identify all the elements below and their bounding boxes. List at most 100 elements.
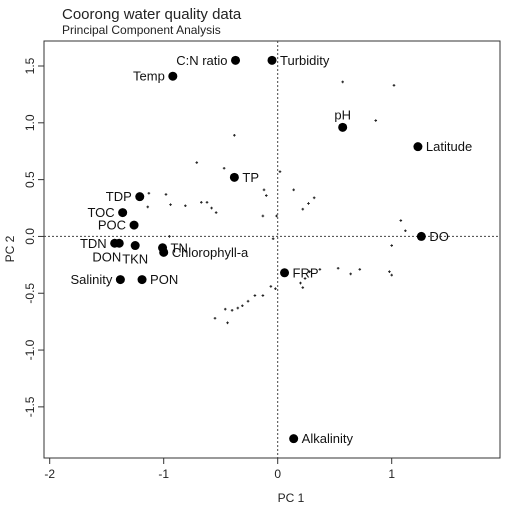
variable-point bbox=[229, 172, 239, 182]
variable-label: Temp bbox=[133, 69, 165, 84]
sample-point bbox=[226, 321, 229, 325]
variable-label: POC bbox=[98, 218, 126, 233]
sample-point bbox=[274, 287, 277, 290]
variable-point bbox=[280, 268, 290, 278]
sample-point bbox=[301, 207, 305, 211]
sample-point bbox=[299, 281, 302, 285]
sample-point bbox=[269, 285, 273, 288]
sample-point bbox=[147, 191, 151, 195]
sample-point bbox=[169, 203, 172, 206]
sample-point bbox=[223, 307, 227, 311]
sample-point bbox=[184, 204, 187, 208]
x-axis-label: PC 1 bbox=[278, 491, 305, 505]
y-axis: -1.5 -1.0 -0.5 0.0 0.5 1.0 1.5 bbox=[23, 57, 44, 417]
sample-points bbox=[146, 80, 407, 325]
variable-label: DO bbox=[429, 229, 449, 244]
variable-label: Alkalinity bbox=[302, 431, 354, 446]
sample-point bbox=[303, 277, 307, 280]
x-tick-label: -2 bbox=[44, 467, 55, 481]
y-tick-label: -1.5 bbox=[23, 396, 37, 417]
sample-point bbox=[200, 201, 203, 204]
variable-point bbox=[289, 434, 299, 444]
variable-point bbox=[416, 231, 426, 241]
variable-point bbox=[413, 142, 423, 152]
variable-label: TDP bbox=[106, 189, 132, 204]
x-tick-label: 1 bbox=[388, 467, 395, 481]
sample-point bbox=[358, 268, 362, 271]
variable-label: TKN bbox=[122, 252, 148, 267]
variable-point bbox=[129, 220, 139, 230]
sample-point bbox=[404, 229, 407, 233]
y-axis-label: PC 2 bbox=[3, 235, 17, 262]
sample-point bbox=[246, 299, 250, 303]
sample-point bbox=[271, 237, 275, 241]
variable-point bbox=[115, 275, 125, 285]
sample-point bbox=[307, 202, 310, 205]
variable-point bbox=[168, 71, 178, 81]
variable-point bbox=[114, 238, 124, 248]
variable-point bbox=[130, 241, 140, 251]
sample-point bbox=[230, 308, 234, 312]
sample-point bbox=[312, 196, 316, 200]
sample-point bbox=[195, 161, 199, 164]
variable-label: TDN bbox=[80, 236, 107, 251]
variable-label: Turbidity bbox=[280, 53, 330, 68]
variable-label: Salinity bbox=[70, 272, 112, 287]
x-axis: -2 -1 0 1 bbox=[44, 458, 395, 481]
sample-point bbox=[341, 80, 344, 84]
sample-point bbox=[222, 166, 226, 170]
sample-point bbox=[213, 316, 217, 320]
variable-point bbox=[338, 122, 348, 132]
variable-label: Latitude bbox=[426, 139, 472, 154]
variable-label: C:N ratio bbox=[176, 53, 227, 68]
sample-point bbox=[318, 268, 322, 271]
sample-point bbox=[278, 170, 282, 173]
sample-point bbox=[262, 188, 266, 192]
variable-point bbox=[231, 55, 241, 65]
y-tick-label: 1.0 bbox=[23, 114, 37, 131]
sample-point bbox=[205, 201, 209, 204]
y-tick-label: 1.5 bbox=[23, 57, 37, 74]
chart-subtitle: Principal Component Analysis bbox=[62, 23, 221, 37]
variable-label: TN bbox=[171, 240, 188, 255]
y-tick-label: 0.5 bbox=[23, 171, 37, 188]
variable-label: FRP bbox=[293, 265, 319, 280]
sample-point bbox=[236, 306, 240, 310]
variable-label: pH bbox=[334, 107, 351, 122]
sample-point bbox=[168, 235, 171, 238]
sample-point bbox=[374, 119, 378, 122]
sample-point bbox=[241, 304, 244, 308]
y-tick-label: 0.0 bbox=[23, 228, 37, 245]
sample-point bbox=[301, 286, 305, 289]
sample-point bbox=[261, 214, 265, 218]
sample-point bbox=[336, 266, 340, 270]
variable-label: TOC bbox=[87, 205, 114, 220]
y-tick-label: -1.0 bbox=[23, 339, 37, 360]
sample-point bbox=[164, 193, 168, 196]
sample-point bbox=[261, 294, 265, 297]
variable-points: C:N ratio Turbidity Temp pH Latitude TP TDPTOC… bbox=[70, 53, 472, 446]
variable-point bbox=[118, 208, 128, 218]
sample-point bbox=[388, 270, 391, 273]
x-tick-label: 0 bbox=[274, 467, 281, 481]
variable-label: PON bbox=[150, 272, 178, 287]
y-tick-label: -0.5 bbox=[23, 283, 37, 304]
plot-frame bbox=[43, 40, 501, 459]
x-tick-label: -1 bbox=[158, 467, 169, 481]
sample-point bbox=[214, 211, 218, 214]
variable-point bbox=[267, 55, 277, 65]
variable-label: DON bbox=[92, 249, 121, 264]
sample-point bbox=[210, 206, 213, 210]
sample-point bbox=[392, 84, 396, 87]
sample-point bbox=[275, 214, 278, 218]
variable-point bbox=[135, 192, 145, 202]
sample-point bbox=[399, 219, 403, 222]
variable-label: TP bbox=[242, 170, 259, 185]
variable-point bbox=[159, 247, 169, 257]
variable-point bbox=[137, 275, 147, 285]
sample-point bbox=[390, 273, 393, 277]
chart-title: Coorong water quality data bbox=[62, 6, 242, 23]
sample-point bbox=[349, 272, 352, 276]
sample-point bbox=[253, 294, 257, 297]
